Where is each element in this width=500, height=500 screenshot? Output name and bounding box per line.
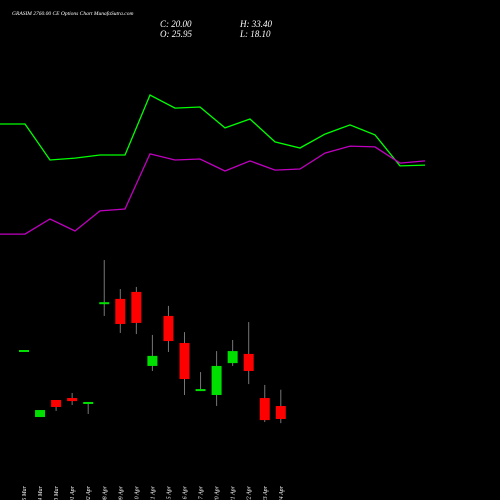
x-tick-label: 24 Mar	[37, 485, 44, 500]
candle-body	[115, 298, 126, 325]
x-tick-label: 23 Apr	[263, 485, 269, 500]
open-label: O: 25.95	[160, 29, 192, 39]
candle-body	[179, 343, 190, 380]
x-tick-label: 22 Apr	[247, 485, 253, 500]
x-tick-label: 20 Apr	[215, 485, 221, 500]
x-tick-label: 02 Apr	[86, 485, 92, 500]
x-tick-label: 10 Apr	[134, 485, 140, 500]
candle-body	[275, 406, 286, 419]
indicator-line	[0, 145, 426, 235]
x-tick-label: 09 Apr	[118, 485, 124, 500]
candle-body	[243, 353, 254, 371]
x-tick-label: 17 Apr	[199, 485, 205, 500]
x-tick-label: 30 Mar	[54, 485, 60, 500]
candle-body	[35, 410, 46, 418]
x-tick-label: 11 Apr	[150, 485, 156, 500]
indicator-line	[0, 94, 426, 167]
x-tick-label: 21 Apr	[231, 485, 237, 500]
chart-title: GRASIM 2760.00 CE Options Chart MunafaSu…	[12, 10, 133, 17]
candle-body	[131, 291, 142, 323]
candle-body	[83, 401, 94, 404]
high-label: H: 33.40	[239, 19, 272, 29]
candle-body	[19, 350, 29, 352]
candle-body	[195, 389, 206, 392]
close-label: C: 20.00	[160, 19, 192, 29]
candle-body	[147, 355, 158, 366]
x-tick-label: 16 Mar	[22, 485, 28, 500]
candle-body	[259, 398, 270, 421]
low-label: L: 18.10	[239, 29, 271, 39]
x-tick-label: 16 Apr	[183, 485, 189, 500]
candle-body	[51, 400, 62, 407]
x-tick-label: 24 Apr	[278, 485, 285, 500]
candle-body	[227, 351, 238, 364]
candle-body	[99, 302, 110, 305]
candle-body	[67, 398, 78, 402]
x-tick-label: 01 Apr	[70, 485, 76, 500]
candle-body	[211, 365, 222, 395]
x-tick-label: 08 Apr	[102, 485, 108, 500]
candle-body	[163, 315, 174, 342]
x-tick-label: 15 Apr	[166, 485, 172, 500]
